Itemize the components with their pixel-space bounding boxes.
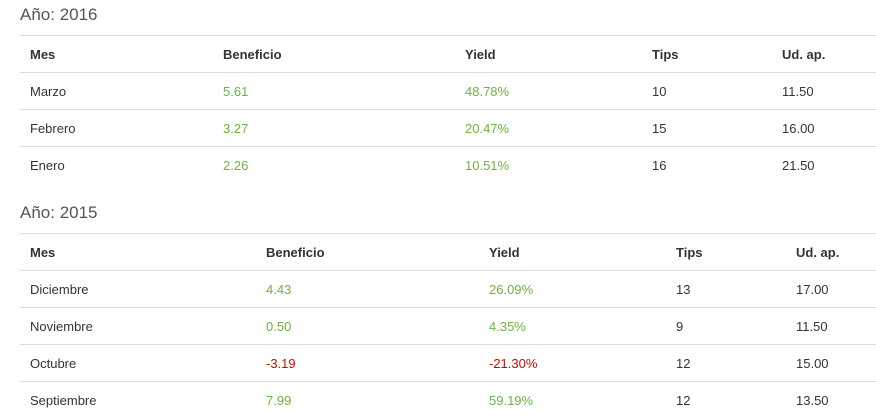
table-cell: 10 (642, 73, 772, 110)
table-cell: -21.30% (479, 345, 666, 382)
table-cell: 13 (666, 271, 786, 308)
table-cell: Enero (20, 147, 213, 184)
table-cell: 12 (666, 382, 786, 418)
column-header: Mes (20, 234, 256, 271)
column-header: Ud. ap. (772, 36, 876, 73)
table-cell: 15 (642, 110, 772, 147)
table-cell: 4.43 (256, 271, 479, 308)
table-cell: 11.50 (786, 308, 876, 345)
table-cell: 5.61 (213, 73, 455, 110)
section-title: Año: 2016 (20, 0, 876, 35)
table-cell: 59.19% (479, 382, 666, 418)
table-cell: Octubre (20, 345, 256, 382)
column-header: Tips (666, 234, 786, 271)
table-cell: 11.50 (772, 73, 876, 110)
table-cell: -3.19 (256, 345, 479, 382)
table-cell: 21.50 (772, 147, 876, 184)
table-cell: 10.51% (455, 147, 642, 184)
column-header: Yield (479, 234, 666, 271)
table-cell: 17.00 (786, 271, 876, 308)
table-cell: 12 (666, 345, 786, 382)
column-header: Beneficio (256, 234, 479, 271)
column-header: Mes (20, 36, 213, 73)
table-cell: 9 (666, 308, 786, 345)
section-title: Año: 2015 (20, 198, 876, 233)
column-header: Ud. ap. (786, 234, 876, 271)
column-header: Beneficio (213, 36, 455, 73)
table-cell: 0.50 (256, 308, 479, 345)
table-cell: Septiembre (20, 382, 256, 418)
table-cell: Noviembre (20, 308, 256, 345)
table-cell: 13.50 (786, 382, 876, 418)
table-cell: 15.00 (786, 345, 876, 382)
table-cell: 7.99 (256, 382, 479, 418)
table-cell: Diciembre (20, 271, 256, 308)
table-cell: 3.27 (213, 110, 455, 147)
table-cell: 4.35% (479, 308, 666, 345)
table-cell: 26.09% (479, 271, 666, 308)
table-cell: 16 (642, 147, 772, 184)
column-header: Tips (642, 36, 772, 73)
table-cell: Febrero (20, 110, 213, 147)
table-cell: 48.78% (455, 73, 642, 110)
column-header: Yield (455, 36, 642, 73)
table-cell: Marzo (20, 73, 213, 110)
table-cell: 2.26 (213, 147, 455, 184)
table-cell: 20.47% (455, 110, 642, 147)
table-cell: 16.00 (772, 110, 876, 147)
